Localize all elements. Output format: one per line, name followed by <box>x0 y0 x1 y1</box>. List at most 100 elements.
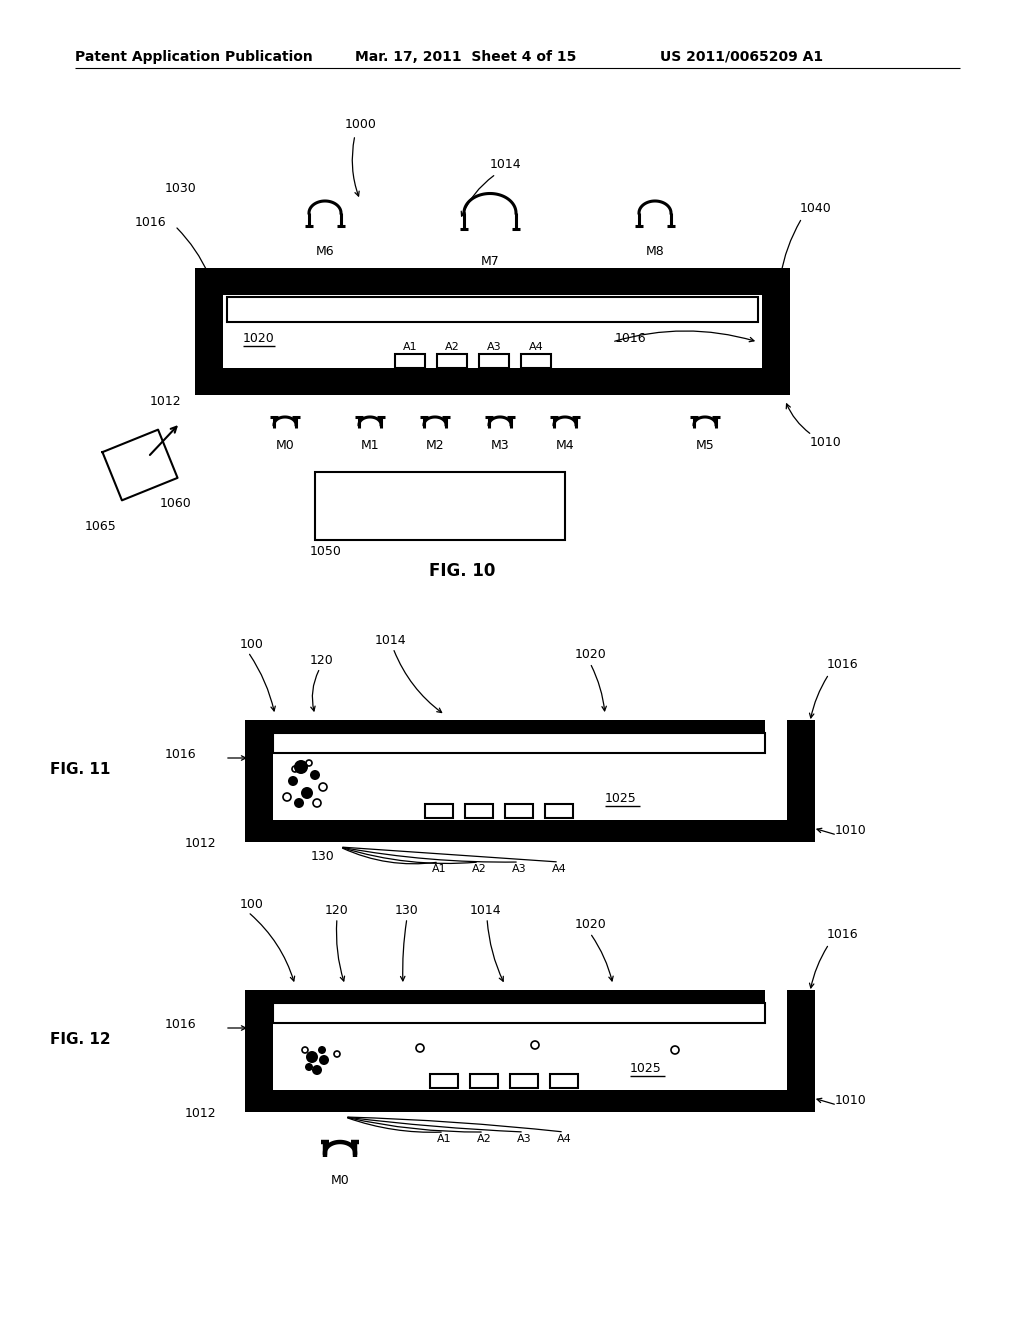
Text: 120: 120 <box>325 903 349 916</box>
Text: 130: 130 <box>395 903 419 916</box>
Text: 1010: 1010 <box>835 1093 866 1106</box>
Text: 1050: 1050 <box>310 545 342 558</box>
Text: 1016: 1016 <box>135 216 167 230</box>
Bar <box>787 990 815 1111</box>
Text: FIG. 11: FIG. 11 <box>50 763 111 777</box>
Bar <box>510 1074 538 1088</box>
Text: US 2011/0065209 A1: US 2011/0065209 A1 <box>660 50 823 63</box>
Text: 1016: 1016 <box>615 331 646 345</box>
Text: 1010: 1010 <box>810 436 842 449</box>
Text: 120: 120 <box>310 653 334 667</box>
Bar <box>245 719 273 842</box>
Text: A4: A4 <box>528 342 544 352</box>
Text: FIG. 12: FIG. 12 <box>50 1032 111 1048</box>
Text: 1016: 1016 <box>165 1019 197 1031</box>
Bar <box>273 990 765 1002</box>
Text: A3: A3 <box>517 1134 531 1144</box>
Text: 100: 100 <box>240 899 264 912</box>
Text: 1065: 1065 <box>85 520 117 533</box>
Text: M6: M6 <box>315 246 334 257</box>
Circle shape <box>294 760 308 774</box>
Text: 1025: 1025 <box>630 1061 662 1074</box>
Bar <box>545 804 573 818</box>
Bar <box>273 1090 787 1111</box>
Text: M1: M1 <box>360 440 379 451</box>
Bar <box>273 1003 765 1023</box>
Circle shape <box>318 1045 326 1053</box>
Bar <box>395 354 425 368</box>
Text: M8: M8 <box>645 246 665 257</box>
Text: Patent Application Publication: Patent Application Publication <box>75 50 312 63</box>
Bar <box>465 804 493 818</box>
Circle shape <box>310 770 319 780</box>
Text: M5: M5 <box>695 440 715 451</box>
Text: 1025: 1025 <box>605 792 637 804</box>
Text: A2: A2 <box>472 865 486 874</box>
Bar <box>195 268 223 395</box>
Text: 1014: 1014 <box>490 158 521 172</box>
Text: 1012: 1012 <box>150 395 181 408</box>
Bar <box>479 354 509 368</box>
Text: M4: M4 <box>556 440 574 451</box>
Text: 100: 100 <box>240 639 264 652</box>
Text: 1040: 1040 <box>800 202 831 214</box>
Circle shape <box>312 1065 322 1074</box>
Text: A4: A4 <box>552 865 566 874</box>
Bar <box>550 1074 578 1088</box>
Bar <box>425 804 453 818</box>
Bar <box>521 354 551 368</box>
Bar <box>437 354 467 368</box>
Text: M3: M3 <box>490 440 509 451</box>
Text: 1012: 1012 <box>185 837 217 850</box>
Circle shape <box>301 787 313 799</box>
Bar <box>273 733 765 752</box>
Text: 1014: 1014 <box>375 634 407 647</box>
Circle shape <box>305 1063 313 1071</box>
Text: A4: A4 <box>557 1134 571 1144</box>
Bar <box>765 719 787 741</box>
Bar <box>245 990 273 1111</box>
Bar <box>762 268 790 395</box>
Text: 1016: 1016 <box>827 928 859 941</box>
Text: 1012: 1012 <box>185 1107 217 1119</box>
Bar <box>223 268 762 294</box>
Text: Mar. 17, 2011  Sheet 4 of 15: Mar. 17, 2011 Sheet 4 of 15 <box>355 50 577 63</box>
Text: M0: M0 <box>275 440 294 451</box>
Text: 1020: 1020 <box>575 648 607 661</box>
Text: 1014: 1014 <box>470 903 502 916</box>
Circle shape <box>294 799 304 808</box>
Circle shape <box>288 776 298 785</box>
Text: 1060: 1060 <box>160 498 191 510</box>
Text: 1010: 1010 <box>835 824 866 837</box>
Text: A3: A3 <box>512 865 526 874</box>
Text: 130: 130 <box>311 850 335 863</box>
Text: A2: A2 <box>444 342 460 352</box>
Bar <box>227 297 758 322</box>
Bar <box>315 473 565 540</box>
Text: M7: M7 <box>480 255 500 268</box>
Text: M0: M0 <box>331 1173 349 1187</box>
Bar <box>273 719 765 733</box>
Circle shape <box>306 1051 318 1063</box>
Bar <box>470 1074 498 1088</box>
Text: A3: A3 <box>486 342 502 352</box>
Bar <box>787 719 815 842</box>
Text: 1020: 1020 <box>575 919 607 932</box>
Text: A2: A2 <box>476 1134 492 1144</box>
Text: 1016: 1016 <box>827 659 859 672</box>
Bar <box>505 804 534 818</box>
Text: A1: A1 <box>402 342 418 352</box>
Circle shape <box>319 1055 329 1065</box>
Text: 1000: 1000 <box>345 119 377 132</box>
Bar <box>765 990 787 1010</box>
Text: FIG. 10: FIG. 10 <box>429 562 496 579</box>
Text: 1030: 1030 <box>165 181 197 194</box>
Text: A1: A1 <box>432 865 446 874</box>
Text: A1: A1 <box>436 1134 452 1144</box>
Bar <box>223 368 762 395</box>
Bar <box>273 820 787 842</box>
Text: M2: M2 <box>426 440 444 451</box>
Bar <box>430 1074 458 1088</box>
Text: 1016: 1016 <box>165 748 197 762</box>
Text: 1020: 1020 <box>243 331 274 345</box>
